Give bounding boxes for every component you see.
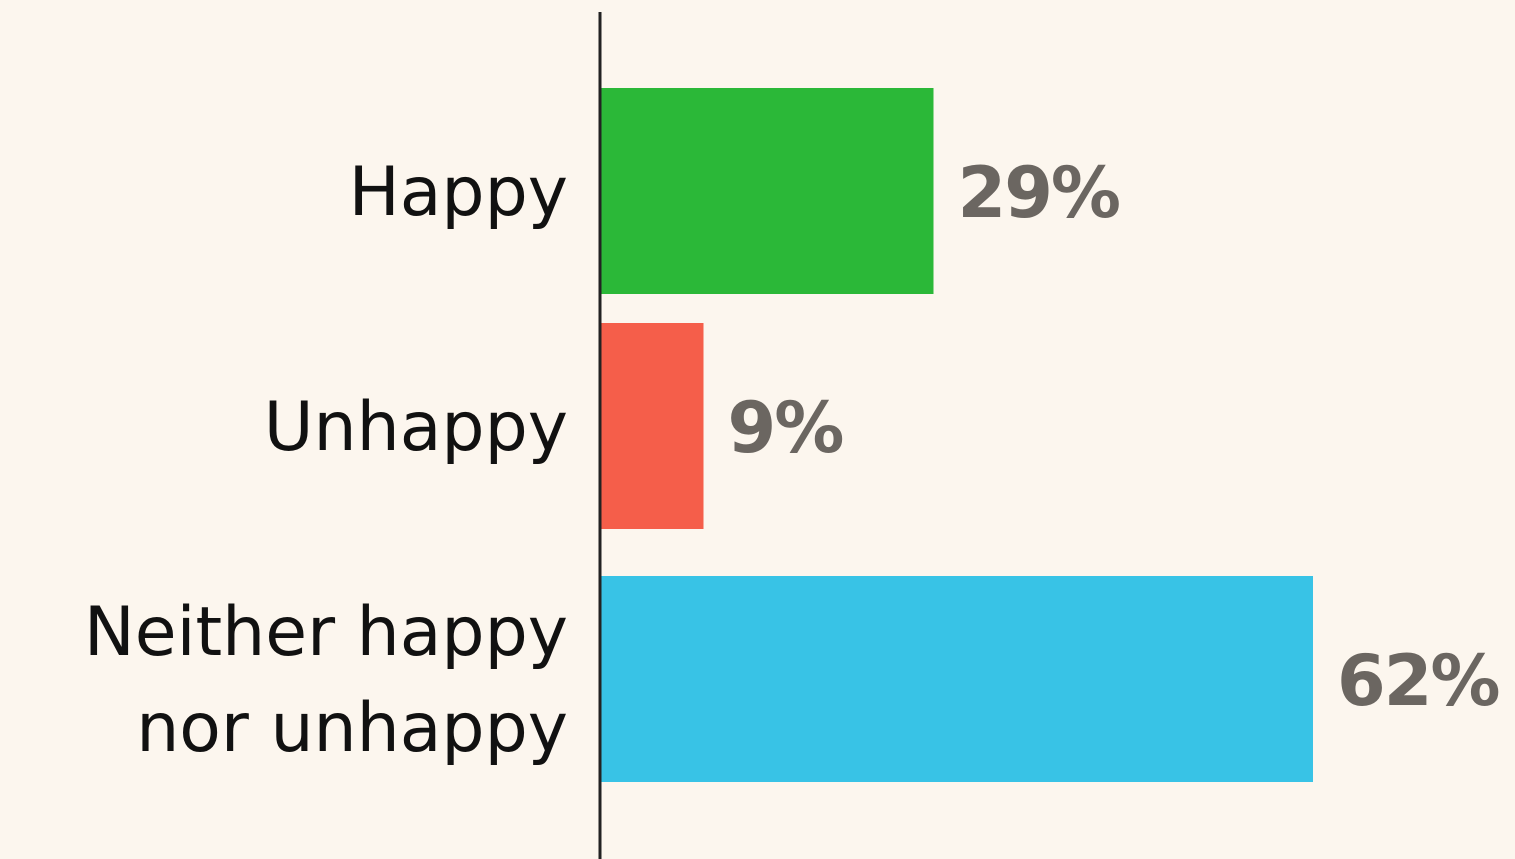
category-label-2-line-1: nor unhappy (136, 689, 568, 768)
value-label-0: 29% (958, 152, 1120, 234)
category-label-0: Happy (349, 153, 568, 232)
category-label-2-line-0: Neither happy (84, 593, 568, 672)
bar-0 (600, 88, 934, 294)
value-label-1: 9% (728, 387, 843, 469)
bar-1 (600, 323, 704, 529)
category-label-1: Unhappy (264, 388, 568, 467)
bar-2 (600, 576, 1313, 782)
category-labels: Happy Unhappy Neither happy nor unhappy (84, 153, 568, 768)
bars-group (600, 88, 1313, 782)
value-labels: 29% 9% 62% (728, 152, 1501, 722)
value-label-2: 62% (1337, 640, 1499, 722)
